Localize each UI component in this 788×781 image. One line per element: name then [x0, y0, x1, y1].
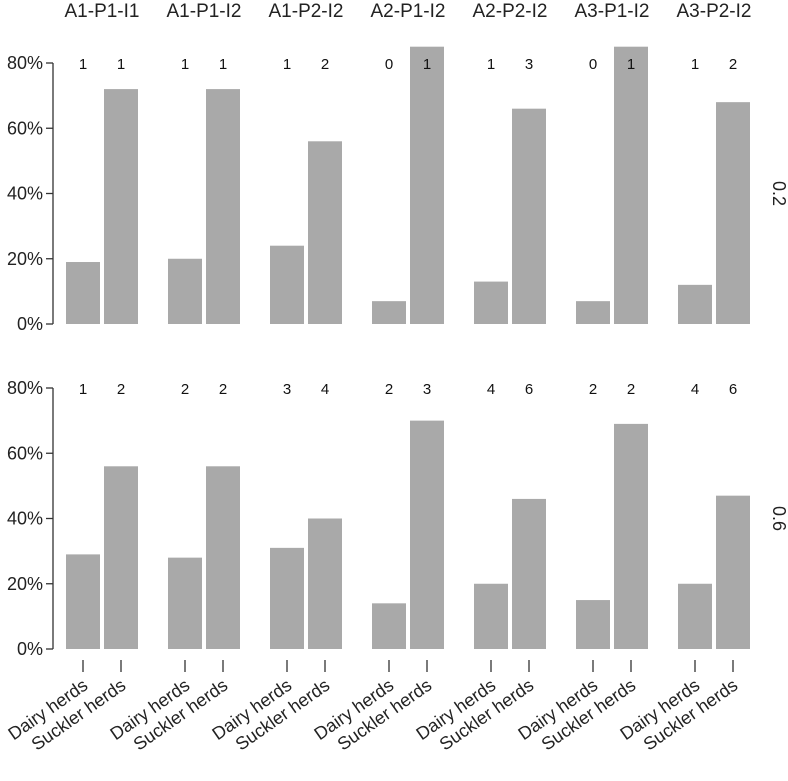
column-title: A3-P1-I2 [575, 1, 650, 22]
count-label: 2 [117, 381, 125, 398]
column-title: A2-P1-I2 [371, 1, 446, 22]
bar [206, 466, 240, 649]
y-tick-label: 60% [7, 443, 43, 463]
bar [474, 281, 508, 324]
y-tick-label: 20% [7, 574, 43, 594]
bar [410, 420, 444, 649]
count-label: 1 [79, 56, 87, 73]
y-tick-label: 20% [7, 249, 43, 269]
y-tick-label: 60% [7, 118, 43, 138]
bar [474, 583, 508, 649]
bar [66, 262, 100, 324]
row-facet-label: 0.2 [769, 181, 788, 206]
bar [270, 547, 304, 649]
count-label: 2 [729, 56, 737, 73]
bar [512, 498, 546, 649]
count-label: 6 [729, 381, 737, 398]
count-label: 1 [117, 56, 125, 73]
bar [614, 46, 648, 324]
y-tick-label: 80% [7, 53, 43, 73]
bar [410, 46, 444, 324]
bar [576, 301, 610, 324]
count-label: 1 [79, 381, 87, 398]
count-label: 4 [691, 381, 699, 398]
column-title: A1-P1-I1 [65, 1, 140, 22]
bar [168, 258, 202, 324]
y-tick-label: 80% [7, 378, 43, 398]
count-label: 2 [627, 381, 635, 398]
count-label: 1 [627, 56, 635, 73]
bar [576, 600, 610, 649]
bar [614, 423, 648, 649]
column-title: A1-P2-I2 [269, 1, 344, 22]
count-label: 2 [589, 381, 597, 398]
column-title: A1-P1-I2 [167, 1, 242, 22]
y-tick-label: 40% [7, 509, 43, 529]
bar [168, 557, 202, 649]
count-label: 1 [283, 56, 291, 73]
bar [104, 89, 138, 324]
count-label: 4 [487, 381, 495, 398]
bar [270, 245, 304, 324]
count-label: 2 [385, 381, 393, 398]
y-tick-label: 40% [7, 184, 43, 204]
count-label: 1 [423, 56, 431, 73]
bar [104, 466, 138, 649]
count-label: 1 [691, 56, 699, 73]
count-label: 1 [181, 56, 189, 73]
y-tick-label: 0% [17, 314, 43, 334]
count-label: 4 [321, 381, 329, 398]
bar [512, 108, 546, 324]
bar [308, 141, 342, 324]
row-facet-label: 0.6 [769, 506, 788, 531]
count-label: 3 [525, 56, 533, 73]
bar [372, 603, 406, 649]
bar [716, 495, 750, 649]
bar [372, 301, 406, 324]
y-tick-label: 0% [17, 639, 43, 659]
column-title: A2-P2-I2 [473, 1, 548, 22]
count-label: 1 [487, 56, 495, 73]
count-label: 0 [589, 56, 597, 73]
bar [678, 284, 712, 324]
count-label: 3 [283, 381, 291, 398]
count-label: 2 [181, 381, 189, 398]
count-label: 1 [219, 56, 227, 73]
count-label: 2 [321, 56, 329, 73]
bar [206, 89, 240, 324]
column-title: A3-P2-I2 [677, 1, 752, 22]
bar [308, 518, 342, 649]
count-label: 0 [385, 56, 393, 73]
bar [66, 554, 100, 649]
count-label: 6 [525, 381, 533, 398]
bar [716, 102, 750, 325]
count-label: 2 [219, 381, 227, 398]
count-label: 3 [423, 381, 431, 398]
bar [678, 583, 712, 649]
